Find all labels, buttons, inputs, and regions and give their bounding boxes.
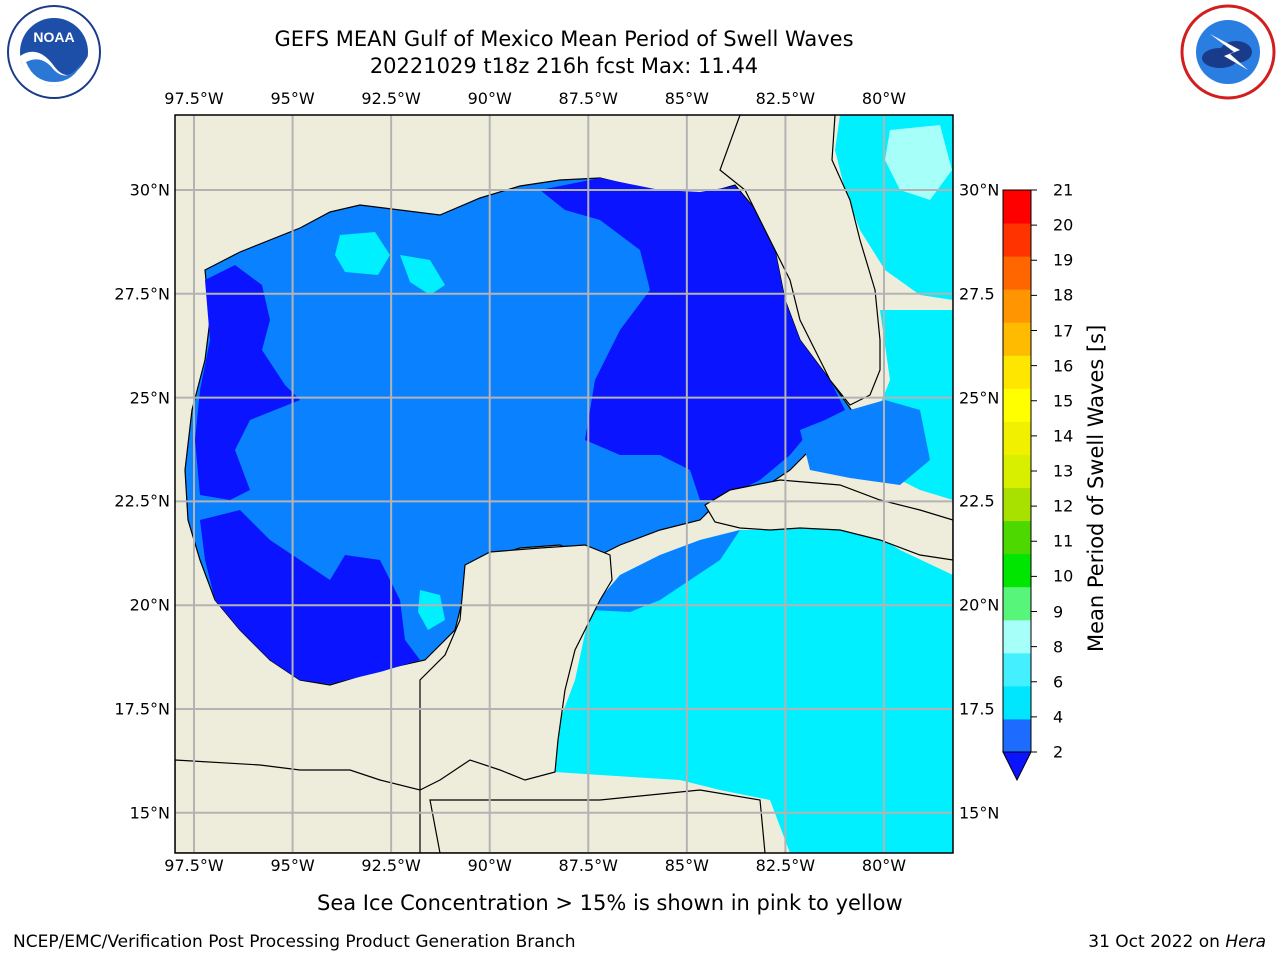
svg-text:NOAA: NOAA [33,29,74,45]
colorbar-segment [1003,256,1031,290]
gulf-water-light-patch [418,590,445,630]
lat-label-right: 17.5 [959,699,995,719]
lat-label-right: 22.5 [959,491,995,511]
chart-title: GEFS MEAN Gulf of Mexico Mean Period of … [274,27,854,51]
lon-label-top: 90°W [467,89,512,108]
colorbar-tick-label: 4 [1053,707,1064,727]
lon-label-top: 82.5°W [755,89,816,108]
colorbar-segment [1003,223,1031,257]
lat-label-left: 15°N [129,803,170,823]
colorbar-segment [1003,487,1031,522]
chart-subtitle: 20221029 t18z 216h fcst Max: 11.44 [369,54,759,78]
lat-label-left: 17.5°N [114,699,170,719]
colorbar-segment [1003,322,1031,356]
lat-label-right: 30°N [959,180,1000,200]
colorbar-tick-label: 14 [1053,426,1074,446]
colorbar-tick-label: 13 [1053,461,1074,481]
colorbar-segment [1003,520,1031,555]
colorbar-tick-label: 11 [1053,531,1074,551]
colorbar-tick-label: 20 [1053,215,1074,235]
colorbar-extend-triangle [1002,751,1032,782]
colorbar-tick-label: 10 [1053,566,1074,586]
lon-label-bottom: 80°W [861,856,907,875]
colorbar-tick-label: 2 [1053,742,1064,762]
gulf-water-light-patch [400,255,445,295]
florida-land [719,115,881,406]
map-frame [174,114,954,854]
colorbar-tick-label: 17 [1053,321,1074,340]
colorbar-tick-label: 18 [1053,285,1074,305]
gulf-water-dark-southwest [200,510,420,684]
caribbean-water-light [555,525,953,853]
lat-label-right: 15°N [959,803,1000,823]
colorbar-tick-label: 15 [1053,391,1074,411]
lat-label-left: 25°N [129,388,170,408]
cuba-land [704,479,953,561]
colorbar-tick-label: 8 [1053,637,1064,657]
colorbar-segment [1003,421,1031,455]
colorbar-tick-label: 16 [1053,356,1074,376]
lon-label-top: 80°W [861,89,907,108]
colorbar-segment [1003,454,1031,489]
lat-label-left: 22.5°N [114,491,170,511]
gulf-water-light-patch [335,232,390,275]
footer-date: 31 Oct 2022 on Hera [1088,932,1266,952]
lon-label-bottom: 90°W [467,856,512,875]
noaa-logo: NOAA [7,5,101,99]
colorbar-segment [1003,190,1031,224]
lon-label-top: 92.5°W [361,89,421,108]
colorbar-segment [1003,553,1031,588]
yucatan-land [175,544,766,853]
lon-label-bottom: 95°W [270,856,315,875]
lat-label-right: 27.5 [959,284,995,304]
lon-label-top: 87.5°W [558,89,618,108]
lat-label-left: 20°N [129,595,170,615]
atlantic-water-pale-patch [885,125,952,200]
colorbar-tick-label: 6 [1053,672,1064,692]
lon-label-bottom: 82.5°W [755,856,816,875]
colorbar-tick-label: 19 [1053,250,1074,270]
colorbar-title: Mean Period of Swell Waves [s] [1084,324,1108,652]
colorbar-segment [1003,619,1031,654]
lon-label-top: 97.5°W [164,89,224,108]
colorbar-segment [1003,586,1031,621]
caribbean-water-mid [590,530,740,612]
colorbar-tick-label: 9 [1053,602,1064,621]
colorbar-segment [1003,388,1031,422]
footer-credit: NCEP/EMC/Verification Post Processing Pr… [13,932,576,952]
lon-label-bottom: 97.5°W [164,856,224,875]
colorbar-tick-label: 12 [1053,496,1074,516]
lon-label-bottom: 87.5°W [558,856,618,875]
lat-label-right: 20°N [959,595,1000,615]
lon-label-bottom: 85°W [664,856,709,875]
colorbar-segment [1003,718,1031,753]
gulf-water-dark-east [540,178,845,500]
gulf-water-dark-west [195,265,300,500]
lat-label-left: 30°N [129,180,170,200]
colorbar-segment [1003,355,1031,389]
sea-ice-note: Sea Ice Concentration > 15% is shown in … [317,891,903,915]
florida-straits-water [800,400,930,485]
colorbar-segment [1003,685,1031,720]
lat-label-left: 27.5°N [114,284,170,304]
colorbar-tick-label: 21 [1053,180,1074,200]
footer-host: Hera [1225,932,1266,952]
nws-logo [1180,4,1276,100]
colorbar [1002,189,1037,782]
lon-label-bottom: 92.5°W [361,856,421,875]
lon-label-top: 95°W [270,89,315,108]
footer-date-text: 31 Oct 2022 on [1088,932,1220,952]
lat-label-right: 25°N [959,388,1000,408]
grid-lines [175,115,953,853]
colorbar-segment [1003,652,1031,687]
lon-label-top: 85°W [664,89,709,108]
colorbar-segment [1003,289,1031,323]
